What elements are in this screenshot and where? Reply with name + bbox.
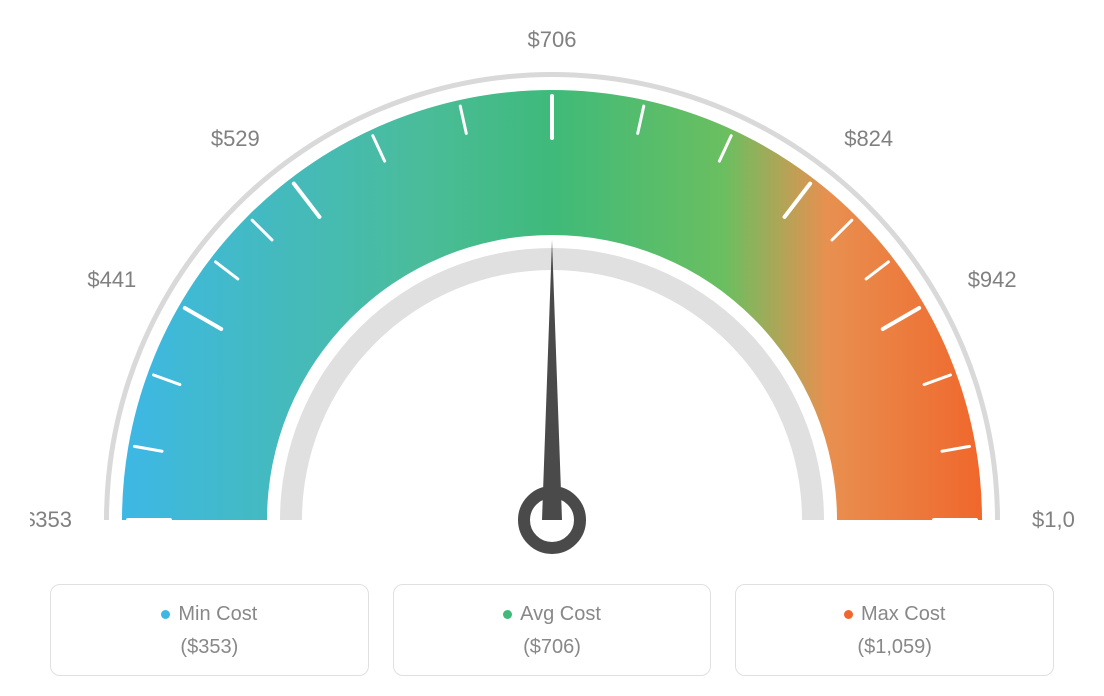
svg-text:$824: $824	[844, 126, 893, 151]
svg-text:$1,059: $1,059	[1032, 507, 1074, 532]
legend-card-min: Min Cost ($353)	[50, 584, 369, 676]
legend-dot-avg	[503, 610, 512, 619]
legend-card-max: Max Cost ($1,059)	[735, 584, 1054, 676]
svg-text:$441: $441	[87, 267, 136, 292]
svg-text:$706: $706	[528, 27, 577, 52]
legend-row: Min Cost ($353) Avg Cost ($706) Max Cost…	[20, 584, 1084, 676]
legend-dot-max	[844, 610, 853, 619]
legend-value-min: ($353)	[180, 636, 238, 659]
legend-card-avg: Avg Cost ($706)	[393, 584, 712, 676]
svg-text:$353: $353	[30, 507, 72, 532]
legend-title-avg: Avg Cost	[503, 603, 601, 626]
legend-value-avg: ($706)	[523, 636, 581, 659]
legend-dot-min	[161, 610, 170, 619]
legend-value-max: ($1,059)	[857, 636, 932, 659]
legend-title-min: Min Cost	[161, 603, 257, 626]
cost-gauge-chart: $353 $441 $529 $706 $824 $942 $1,059 Min Cost …	[20, 20, 1084, 676]
legend-title-max: Max Cost	[844, 603, 945, 626]
legend-label-avg: Avg Cost	[520, 603, 601, 626]
svg-text:$529: $529	[211, 126, 260, 151]
legend-label-min: Min Cost	[178, 603, 257, 626]
gauge-svg: $353 $441 $529 $706 $824 $942 $1,059	[30, 20, 1074, 560]
legend-label-max: Max Cost	[861, 603, 945, 626]
svg-text:$942: $942	[968, 267, 1017, 292]
